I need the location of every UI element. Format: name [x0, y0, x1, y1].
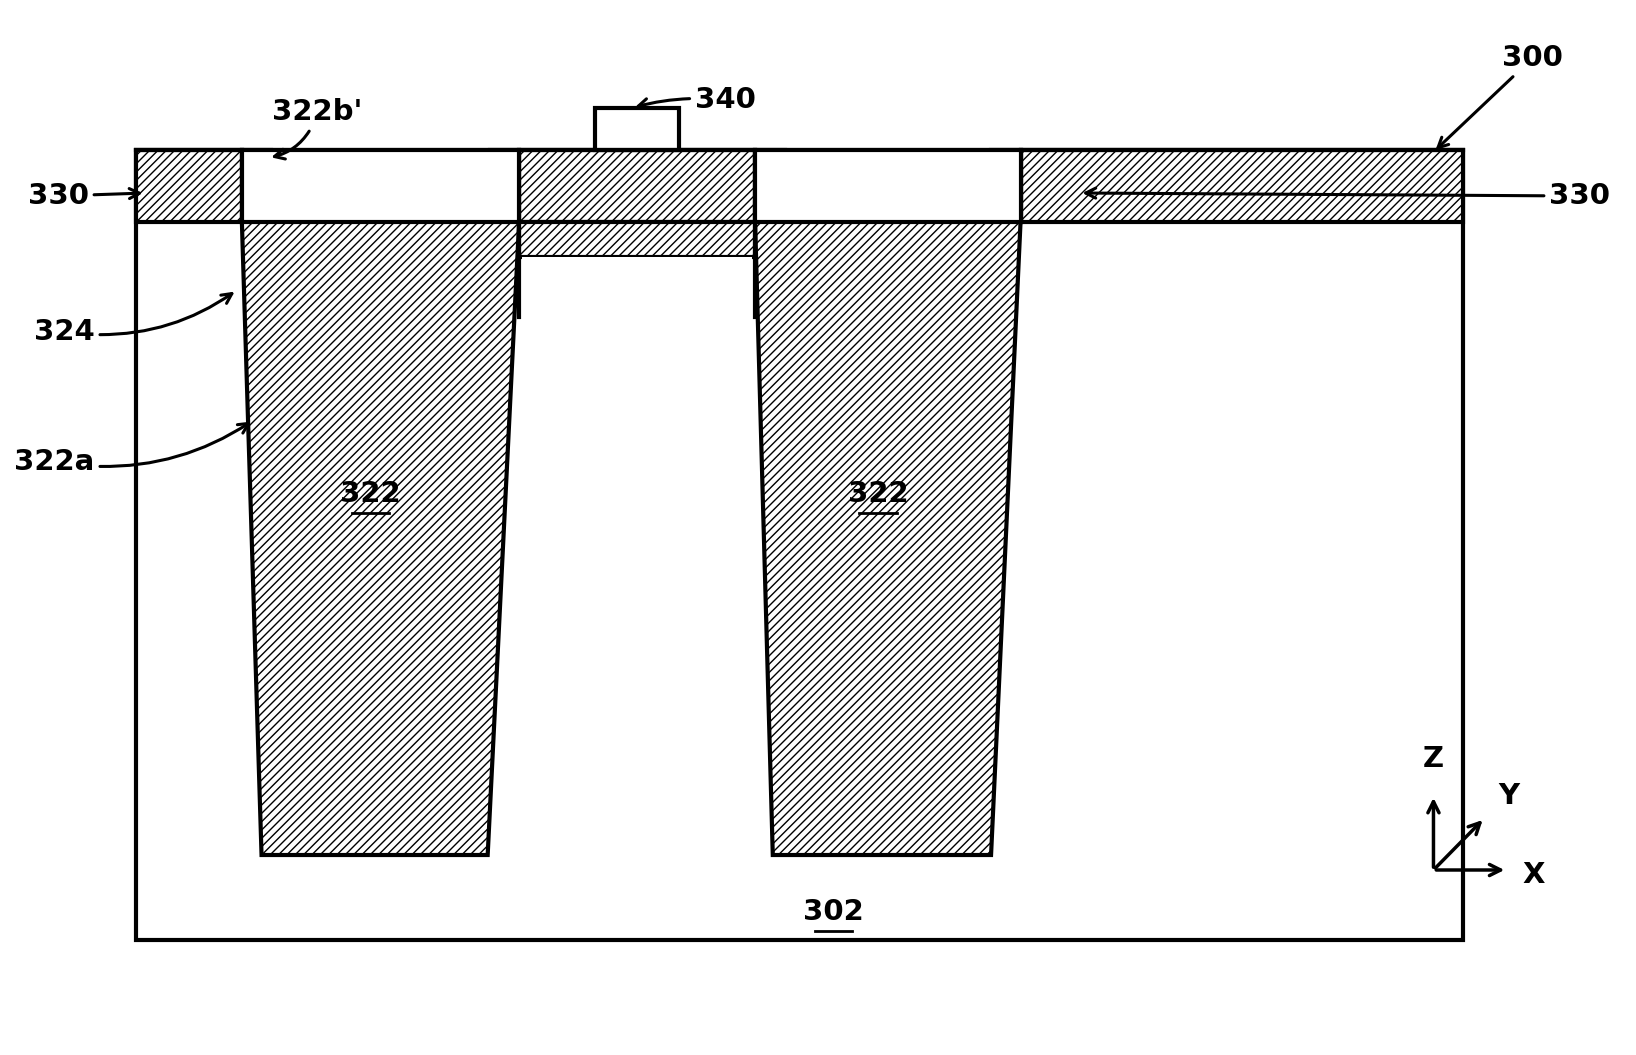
Bar	[785, 150, 991, 222]
Bar	[522, 257, 753, 316]
Text: 322b': 322b'	[273, 98, 363, 159]
Bar	[244, 152, 517, 220]
Bar	[756, 152, 1019, 220]
Bar	[136, 150, 242, 222]
Text: 340: 340	[638, 87, 756, 114]
Text: 322: 322	[847, 480, 908, 509]
Bar	[136, 150, 1463, 940]
Bar	[489, 150, 519, 222]
Text: 324: 324	[34, 293, 232, 346]
Text: 322: 322	[340, 480, 401, 509]
Text: 300: 300	[1438, 44, 1562, 148]
Bar	[756, 150, 785, 222]
Text: 330: 330	[28, 183, 139, 210]
Bar	[1021, 150, 1463, 222]
Polygon shape	[756, 222, 1021, 855]
Text: Z: Z	[1423, 745, 1445, 773]
Polygon shape	[242, 222, 519, 855]
Bar	[519, 222, 756, 257]
Bar	[242, 150, 272, 222]
Text: 322a: 322a	[15, 423, 249, 476]
Bar	[272, 150, 489, 222]
Text: 330: 330	[1086, 183, 1610, 210]
Text: 302: 302	[803, 898, 864, 926]
Bar	[991, 150, 1021, 222]
Bar	[596, 108, 679, 150]
Text: X: X	[1523, 861, 1546, 889]
Text: Y: Y	[1499, 782, 1520, 810]
Bar	[519, 150, 756, 222]
